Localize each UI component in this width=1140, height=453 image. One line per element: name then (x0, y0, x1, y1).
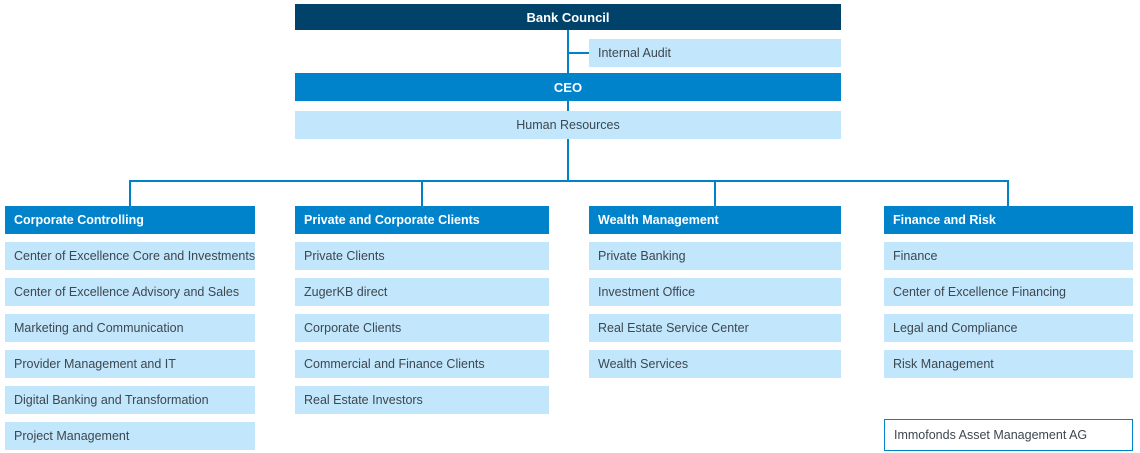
connector-crossbar (129, 180, 1009, 182)
unit-box: ZugerKB direct (295, 278, 549, 306)
ceo-box: CEO (295, 73, 841, 101)
subsidiary-box-immofonds: Immofonds Asset Management AG (884, 419, 1133, 451)
connector-drop-private-corporate-clients (421, 180, 423, 207)
division-header-private-corporate-clients: Private and Corporate Clients (295, 206, 549, 234)
unit-box: Commercial and Finance Clients (295, 350, 549, 378)
connector-bankcouncil-ceo (567, 30, 569, 73)
unit-box: Corporate Clients (295, 314, 549, 342)
division-header-wealth-management: Wealth Management (589, 206, 841, 234)
unit-box: Provider Management and IT (5, 350, 255, 378)
connector-drop-finance-risk (1007, 180, 1009, 207)
unit-box: Real Estate Service Center (589, 314, 841, 342)
unit-box: Center of Excellence Core and Investment… (5, 242, 255, 270)
unit-box: Private Banking (589, 242, 841, 270)
unit-box: Legal and Compliance (884, 314, 1133, 342)
connector-drop-wealth-management (714, 180, 716, 207)
unit-box: Risk Management (884, 350, 1133, 378)
unit-box: Real Estate Investors (295, 386, 549, 414)
unit-box: Center of Excellence Financing (884, 278, 1133, 306)
connector-hr-crossbar (567, 139, 569, 182)
unit-box: Project Management (5, 422, 255, 450)
connector-drop-corporate-controlling (129, 180, 131, 207)
unit-box: Finance (884, 242, 1133, 270)
unit-box: Wealth Services (589, 350, 841, 378)
bank-council-box: Bank Council (295, 4, 841, 30)
internal-audit-box: Internal Audit (589, 39, 841, 67)
unit-box: Investment Office (589, 278, 841, 306)
unit-box: Center of Excellence Advisory and Sales (5, 278, 255, 306)
division-header-corporate-controlling: Corporate Controlling (5, 206, 255, 234)
unit-box: Private Clients (295, 242, 549, 270)
connector-internal-audit-branch (568, 52, 589, 54)
unit-box: Marketing and Communication (5, 314, 255, 342)
unit-box: Digital Banking and Transformation (5, 386, 255, 414)
division-header-finance-and-risk: Finance and Risk (884, 206, 1133, 234)
connector-ceo-hr (567, 101, 569, 111)
human-resources-box: Human Resources (295, 111, 841, 139)
